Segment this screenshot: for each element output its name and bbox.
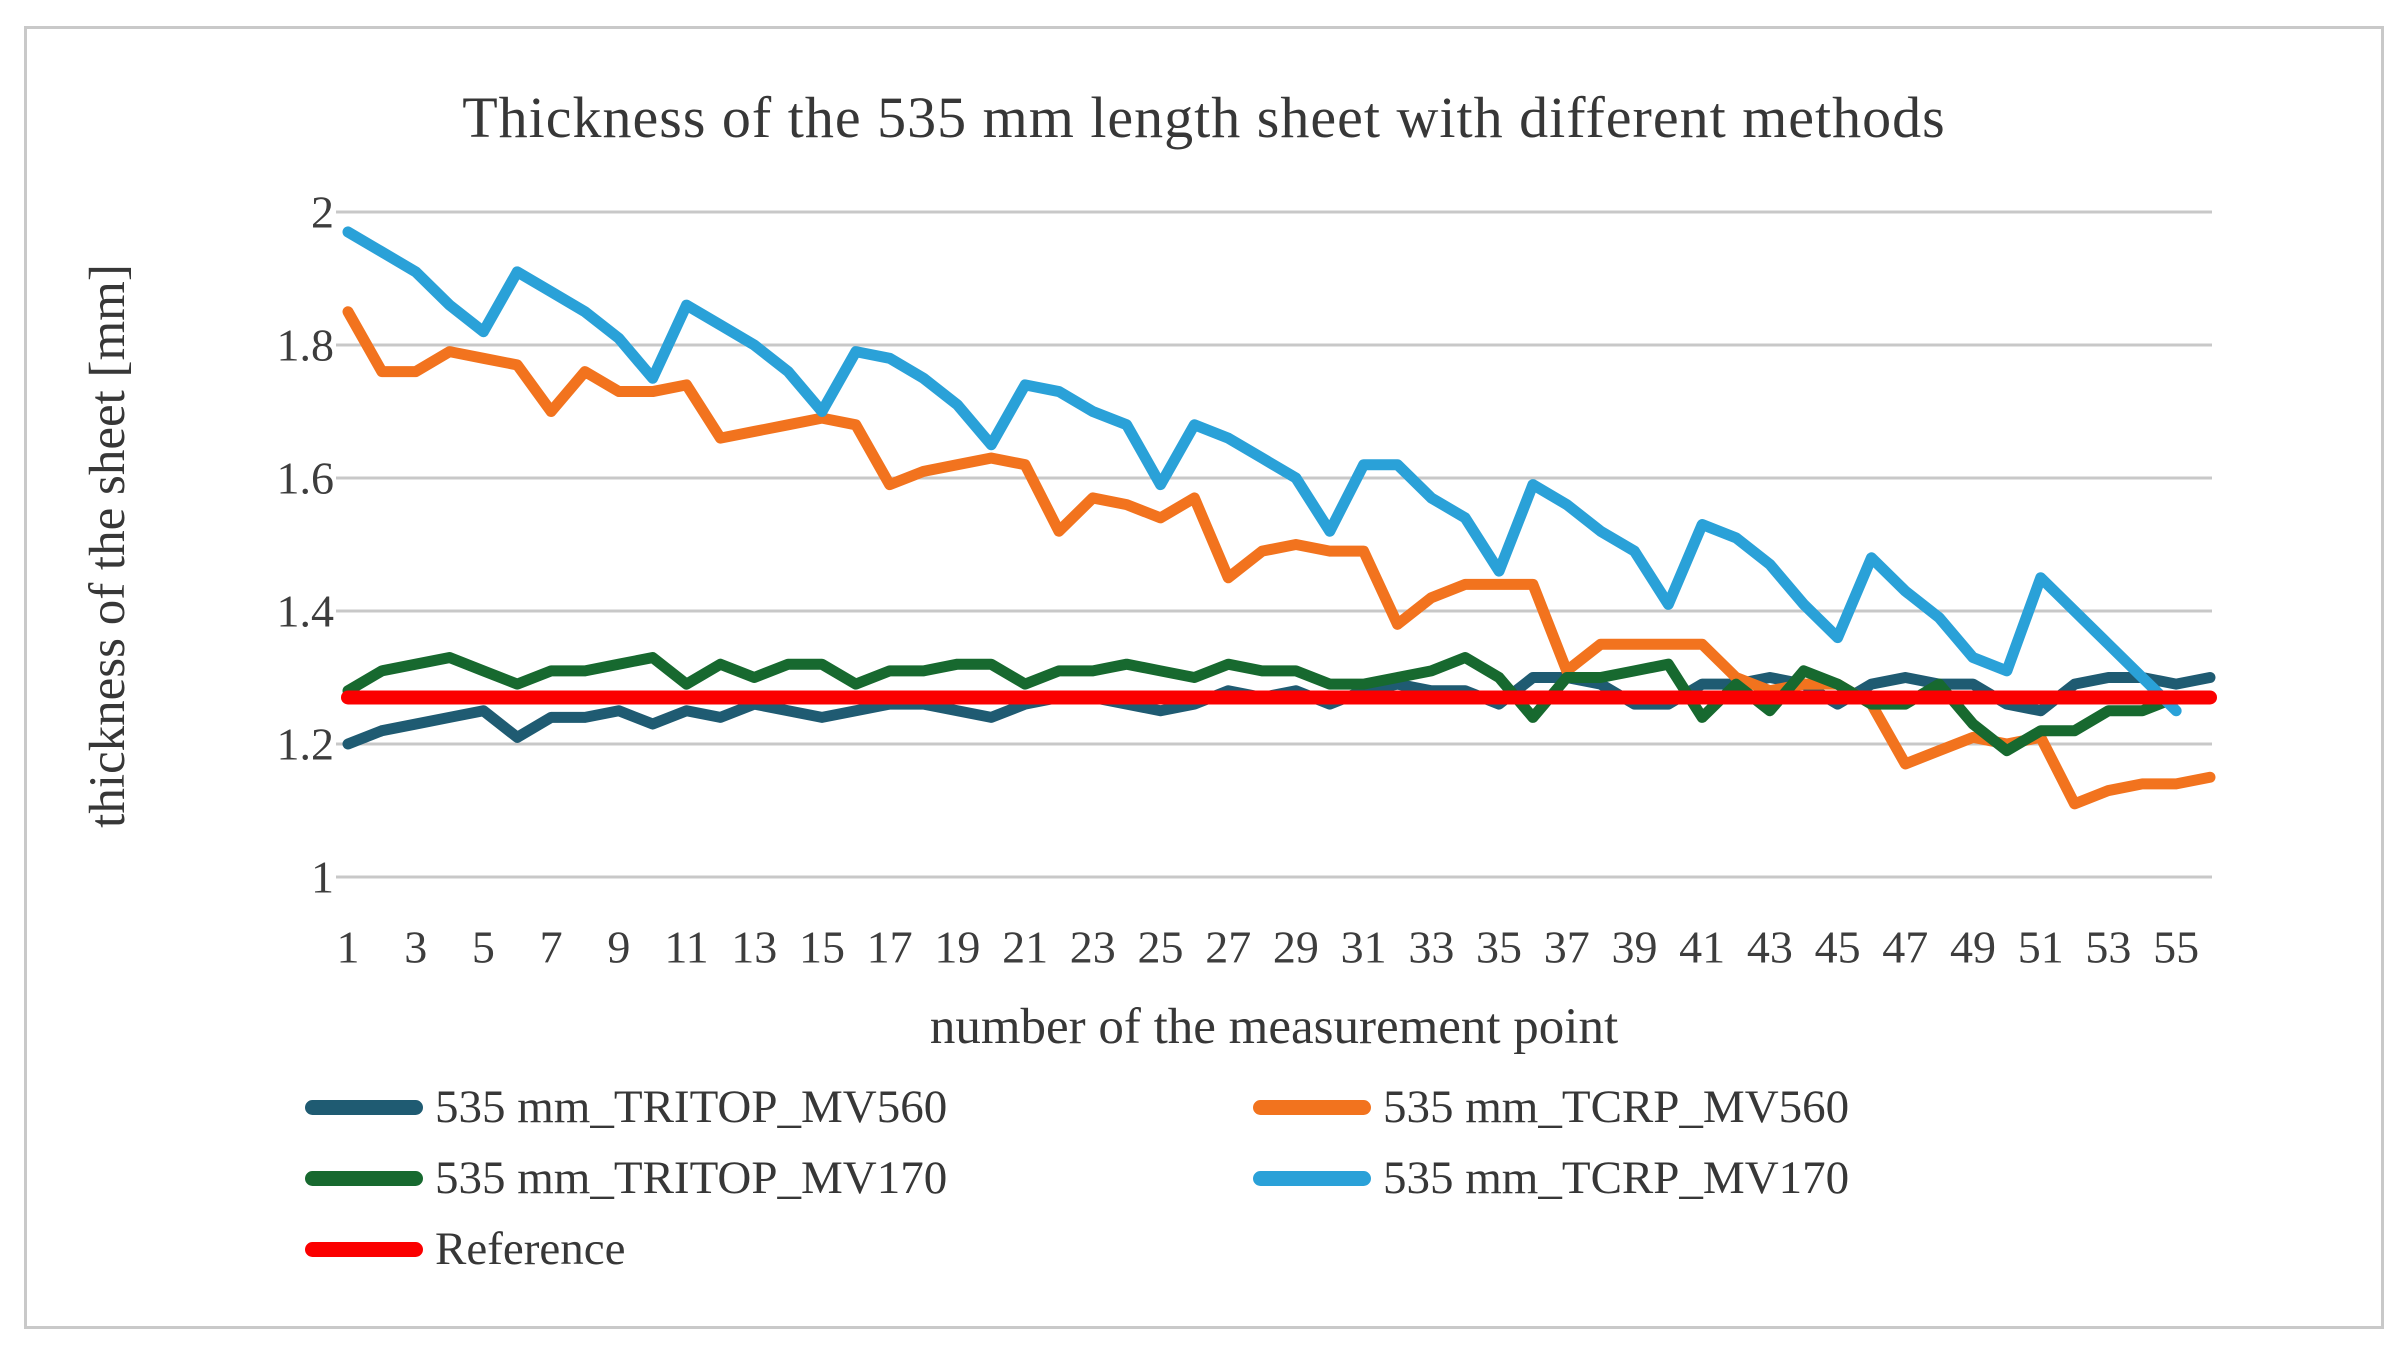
legend-item: 535 mm_TRITOP_MV170: [305, 1152, 948, 1204]
x-tick-label: 35: [1476, 922, 1522, 973]
legend-item: 535 mm_TRITOP_MV560: [305, 1081, 948, 1133]
legend-label: 535 mm_TCRP_MV170: [1383, 1152, 1850, 1204]
x-tick-label: 3: [404, 922, 427, 973]
x-tick-label: 25: [1138, 922, 1184, 973]
x-tick-label: 23: [1070, 922, 1116, 973]
y-axis-title: thickness of the sheet [mm]: [80, 264, 136, 828]
x-tick-label: 7: [540, 922, 563, 973]
legend-label: Reference: [435, 1223, 626, 1275]
legend-item: 535 mm_TCRP_MV560: [1253, 1081, 1850, 1133]
x-tick-label: 43: [1747, 922, 1793, 973]
x-tick-label: 49: [1950, 922, 1996, 973]
legend-swatch: [305, 1099, 423, 1115]
figure-border: [24, 26, 2384, 1329]
x-tick-label: 51: [2018, 922, 2064, 973]
x-tick-label: 13: [731, 922, 777, 973]
y-tick-label: 1: [311, 852, 334, 903]
x-tick-label: 55: [2153, 922, 2199, 973]
x-tick-label: 39: [1611, 922, 1657, 973]
legend-label: 535 mm_TRITOP_MV560: [435, 1081, 948, 1133]
series-line-1: [342, 306, 2216, 810]
x-tick-label: 45: [1815, 922, 1861, 973]
legend-item: 535 mm_TCRP_MV170: [1253, 1152, 1850, 1204]
y-tick-label: 1.2: [277, 719, 335, 770]
x-tick-label: 17: [867, 922, 913, 973]
x-axis-title: number of the measurement point: [929, 999, 1619, 1055]
x-tick-label: 1: [337, 922, 360, 973]
legend-swatch: [1253, 1099, 1371, 1115]
x-tick-label: 15: [799, 922, 845, 973]
x-tick-label: 27: [1205, 922, 1251, 973]
legend-item: Reference: [305, 1223, 626, 1275]
series-line-3: [342, 226, 2182, 717]
x-tick-label: 33: [1408, 922, 1454, 973]
legend-swatch: [305, 1241, 423, 1257]
x-tick-label: 53: [2085, 922, 2131, 973]
y-tick-label: 1.4: [277, 586, 335, 637]
x-tick-label: 29: [1273, 922, 1319, 973]
legend-swatch: [305, 1170, 423, 1186]
x-tick-label: 9: [607, 922, 630, 973]
x-tick-label: 5: [472, 922, 495, 973]
x-tick-label: 11: [664, 922, 708, 973]
x-tick-label: 41: [1679, 922, 1725, 973]
x-tick-label: 19: [934, 922, 980, 973]
x-tick-label: 21: [1002, 922, 1048, 973]
y-tick-label: 1.6: [277, 453, 335, 504]
legend-label: 535 mm_TRITOP_MV170: [435, 1152, 948, 1204]
x-tick-label: 37: [1544, 922, 1590, 973]
x-tick-label: 31: [1341, 922, 1387, 973]
legend-label: 535 mm_TCRP_MV560: [1383, 1081, 1850, 1133]
y-tick-label: 1.8: [277, 320, 335, 371]
chart-title: Thickness of the 535 mm length sheet wit…: [462, 85, 1946, 150]
y-tick-label: 2: [311, 187, 334, 238]
x-tick-label: 47: [1882, 922, 1928, 973]
legend-swatch: [1253, 1170, 1371, 1186]
